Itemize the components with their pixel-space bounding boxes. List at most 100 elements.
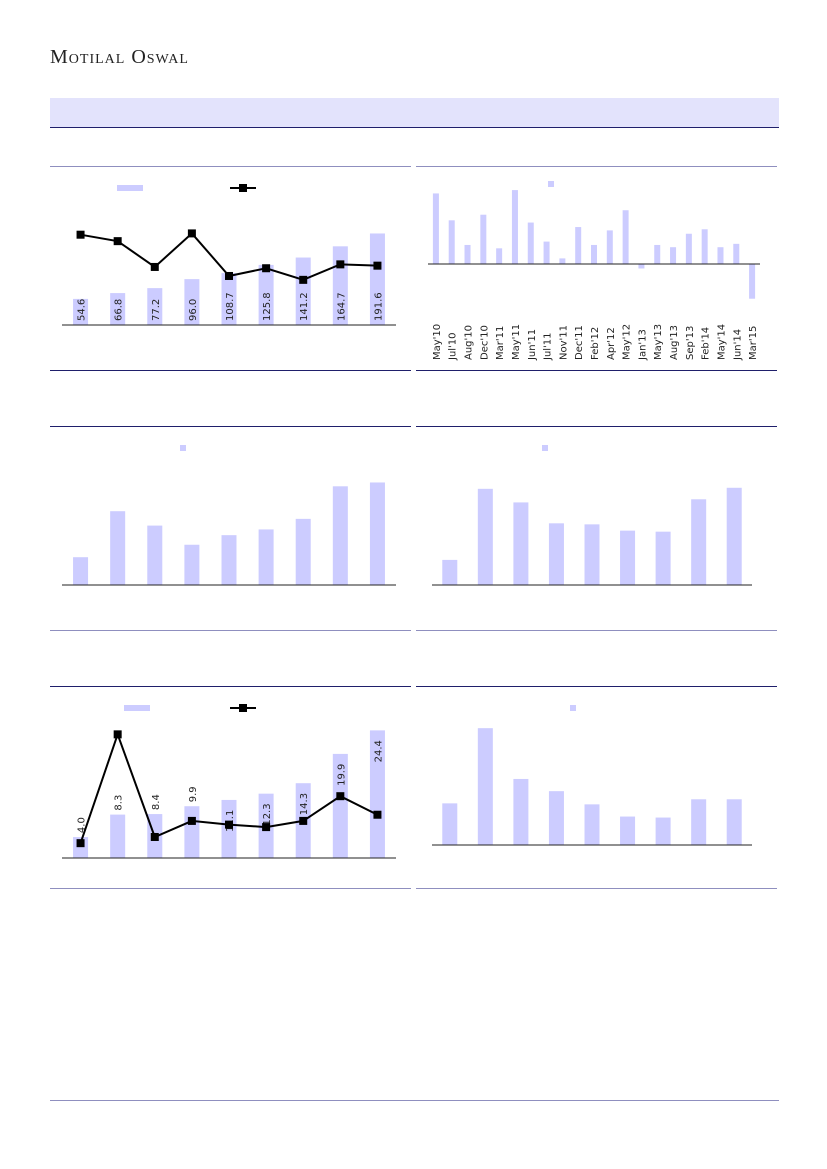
panel-rule: [50, 370, 411, 371]
chart-bar: [655, 817, 671, 845]
chart-bar: [295, 518, 311, 585]
chart-bar: [369, 730, 385, 858]
chart-bar: [726, 799, 742, 845]
chart-line-marker: [299, 816, 308, 825]
chart-bar: [655, 531, 671, 585]
chart-bar: [477, 728, 493, 845]
chart-line-marker: [225, 271, 233, 280]
chart-line-marker: [373, 261, 382, 270]
chart-bar: [606, 230, 613, 264]
legend-line-marker: [239, 184, 247, 192]
legend-bar-key: [542, 445, 548, 451]
panel-rule: [416, 888, 777, 889]
chart-bar: [221, 273, 237, 325]
chart-bar: [620, 530, 636, 585]
chart-bar: [496, 248, 503, 264]
chart-data-label: 24.4: [373, 740, 384, 762]
chart-bar: [527, 222, 534, 264]
chart-tick-label: May'14: [716, 324, 727, 360]
chart-tick-label: Jan'13: [637, 329, 648, 361]
chart-tick-label: Jul'10: [448, 332, 459, 361]
chart-bar: [464, 244, 471, 264]
chart-data-label: 19.9: [336, 764, 347, 786]
chart-bar: [369, 233, 385, 325]
chart-bar: [749, 264, 756, 299]
chart-data-label: 77.2: [151, 299, 162, 321]
section-title-band: [50, 98, 779, 128]
chart-bar: [548, 523, 564, 585]
chart-bar: [295, 257, 311, 325]
chart-bar: [638, 264, 645, 269]
chart-tick-label: Mar'15: [748, 326, 759, 360]
legend-bar-key: [117, 185, 143, 191]
chart-bar: [448, 220, 455, 264]
chart-bar: [147, 525, 163, 585]
legend-line-marker: [239, 704, 247, 712]
chart-data-label: 4.0: [77, 817, 88, 833]
chart-line-marker: [336, 792, 345, 801]
chart-bar: [591, 244, 597, 264]
chart-tick-label: Jul'11: [543, 332, 554, 361]
chart-data-label: 96.0: [188, 299, 199, 321]
chart-bar: [258, 264, 274, 325]
chart-bar: [620, 816, 636, 845]
chart-line-marker: [373, 810, 382, 819]
chart-data-label: 9.9: [188, 786, 199, 802]
chart-bar: [432, 193, 439, 264]
chart-data-label: 8.4: [151, 794, 162, 810]
chart-line-marker: [187, 816, 196, 825]
panel-rule: [50, 686, 411, 687]
chart-tick-label: Feb'12: [590, 327, 601, 360]
chart-tick-label: Aug'13: [669, 325, 680, 360]
chart-bar: [584, 804, 600, 845]
chart-tick-label: Aug'10: [464, 325, 475, 360]
chart-bar: [670, 247, 677, 264]
chart-tick-label: Jun'11: [527, 329, 538, 361]
chart-bar: [691, 799, 707, 845]
chart-line-marker: [262, 823, 271, 832]
chart-bar: [147, 288, 163, 325]
chart-line-marker: [113, 237, 122, 246]
chart-bar: [477, 488, 493, 585]
chart-line-marker: [187, 229, 196, 238]
panel-rule: [50, 630, 411, 631]
chart-bar: [73, 557, 89, 585]
legend-bar-key: [570, 705, 576, 711]
panel-rule: [50, 166, 411, 167]
chart-bar: [221, 799, 237, 858]
chart-data-label: 8.3: [114, 795, 125, 811]
chart-tick-label: Sep'13: [685, 326, 696, 360]
chart-tick-label: Jun'14: [732, 329, 743, 361]
legend-bar-key: [548, 181, 554, 187]
chart-bar: [584, 524, 600, 585]
chart-tick-label: May'11: [511, 324, 522, 360]
panel-rule: [416, 686, 777, 687]
chart-tick-label: Nov'11: [558, 325, 569, 360]
chart-line-marker: [299, 275, 308, 284]
chart-bar: [258, 529, 274, 585]
panel-rule: [416, 426, 777, 427]
chart-bar: [332, 486, 348, 585]
chart-line-marker: [113, 730, 122, 739]
panel-rule: [416, 370, 777, 371]
chart-data-label: 54.6: [77, 299, 88, 321]
chart-bar: [221, 535, 237, 585]
legend-bar-key: [180, 445, 186, 451]
chart-bar: [513, 778, 529, 845]
chart-data-label: 164.7: [336, 292, 347, 321]
chart-tick-label: May'12: [622, 324, 633, 360]
panel-rule: [416, 630, 777, 631]
chart-line-marker: [76, 839, 85, 848]
chart-tick-label: Dec'11: [574, 325, 585, 360]
chart-bar: [726, 487, 742, 585]
chart-line-marker: [76, 230, 85, 239]
chart-bar: [184, 279, 200, 325]
chart-bar: [369, 482, 385, 585]
chart-bar: [701, 229, 708, 264]
chart-data-label: 14.3: [299, 793, 310, 815]
